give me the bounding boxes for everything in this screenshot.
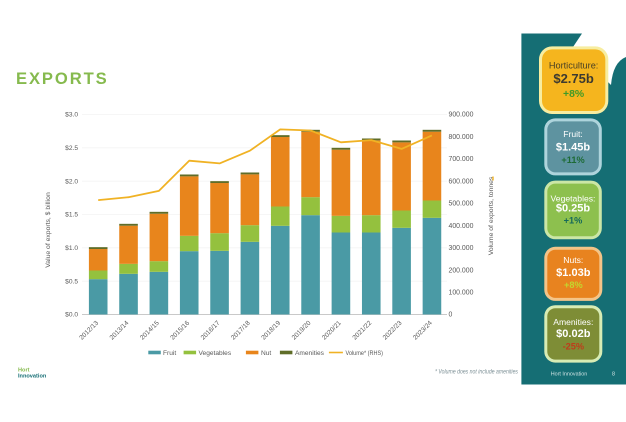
svg-text:$2.75b: $2.75b xyxy=(553,71,594,86)
svg-text:Amenities:: Amenities: xyxy=(553,317,593,327)
svg-text:+8%: +8% xyxy=(563,89,584,100)
svg-text:Fruit:: Fruit: xyxy=(563,129,583,139)
svg-text:Nut: Nut xyxy=(261,350,271,357)
svg-text:Amenities: Amenities xyxy=(295,350,325,357)
svg-text:0: 0 xyxy=(449,312,453,319)
svg-text:300.000: 300.000 xyxy=(449,245,474,252)
svg-text:$1.0: $1.0 xyxy=(65,245,78,252)
svg-text:600.000: 600.000 xyxy=(449,178,474,185)
svg-text:200.000: 200.000 xyxy=(449,267,474,274)
svg-text:$0.0: $0.0 xyxy=(65,312,78,319)
svg-text:900.000: 900.000 xyxy=(449,112,474,119)
svg-text:* Volume does not include amen: * Volume does not include amenities xyxy=(435,369,518,376)
svg-text:$1.45b: $1.45b xyxy=(556,142,591,154)
svg-text:100.000: 100.000 xyxy=(449,290,474,297)
svg-text:Hort: Hort xyxy=(18,368,30,374)
svg-text:500.000: 500.000 xyxy=(449,201,474,208)
svg-text:$0.25b: $0.25b xyxy=(556,202,591,214)
svg-text:$1.03b: $1.03b xyxy=(556,267,591,279)
svg-text:+1%: +1% xyxy=(564,215,583,225)
svg-text:Nuts:: Nuts: xyxy=(563,255,583,265)
svg-text:Hort Innovation: Hort Innovation xyxy=(551,372,588,378)
svg-text:+11%: +11% xyxy=(561,155,584,165)
svg-text:Value of exports, $ billion: Value of exports, $ billion xyxy=(45,192,52,268)
svg-text:Vegetables:: Vegetables: xyxy=(551,193,596,203)
svg-text:Volume* (RHS): Volume* (RHS) xyxy=(346,350,384,357)
svg-text:400.000: 400.000 xyxy=(449,223,474,230)
svg-text:+8%: +8% xyxy=(564,280,583,290)
svg-text:Horticulture:: Horticulture: xyxy=(549,60,599,70)
svg-text:$0.02b: $0.02b xyxy=(556,328,591,340)
svg-text:$0.5: $0.5 xyxy=(65,278,78,285)
svg-text:$2.5: $2.5 xyxy=(65,145,78,152)
svg-text:EXPORTS: EXPORTS xyxy=(16,69,109,88)
svg-text:$1.5: $1.5 xyxy=(65,212,78,219)
svg-text:Fruit: Fruit xyxy=(163,350,176,357)
svg-text:700.000: 700.000 xyxy=(449,156,474,163)
svg-text:Innovation: Innovation xyxy=(18,374,47,380)
svg-text:$3.0: $3.0 xyxy=(65,112,78,119)
svg-text:Volume of exports, tonnes: Volume of exports, tonnes xyxy=(488,176,495,255)
svg-text:Vegetables: Vegetables xyxy=(199,350,232,357)
svg-text:800.000: 800.000 xyxy=(449,134,474,141)
svg-text:-25%: -25% xyxy=(563,342,584,352)
svg-text:8: 8 xyxy=(612,372,615,378)
svg-text:$2.0: $2.0 xyxy=(65,178,78,185)
